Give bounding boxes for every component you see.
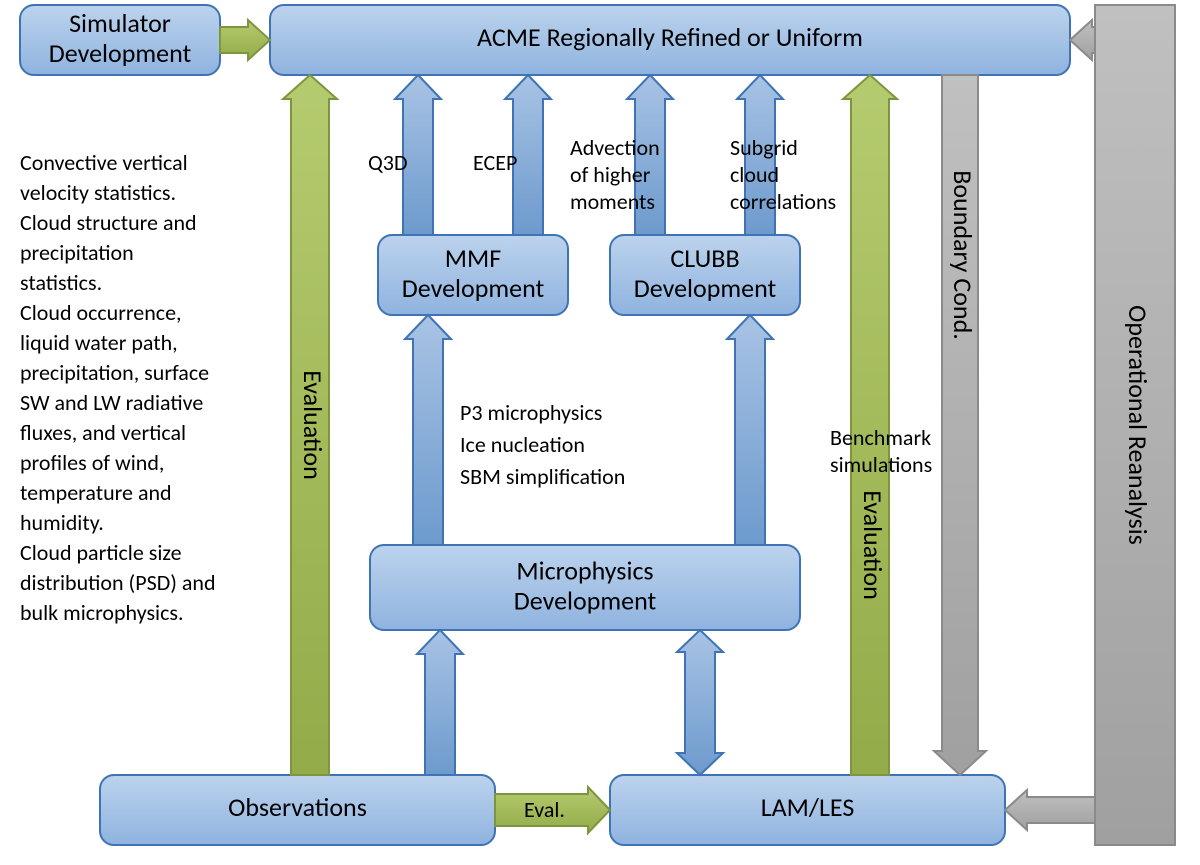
side-text-line: precipitation, surface xyxy=(20,359,209,386)
side-text-line: fluxes, and vertical xyxy=(20,419,186,446)
micro-label1: Microphysics xyxy=(516,555,653,587)
evaluation-left-label: Evaluation xyxy=(297,370,329,480)
benchmark1: Benchmark xyxy=(830,424,931,451)
acme-label: ACME Regionally Refined or Uniform xyxy=(477,21,863,53)
side-text-line: profiles of wind, xyxy=(20,449,164,476)
ice-label: Ice nucleation xyxy=(460,431,585,458)
eval-label: Eval. xyxy=(524,796,565,823)
side-text-line: statistics. xyxy=(20,269,102,296)
subgrid1: Subgrid xyxy=(730,134,798,161)
boundary-cond-label: Boundary Cond. xyxy=(947,170,979,340)
side-text-line: Cloud particle size xyxy=(20,539,182,566)
p3-label: P3 microphysics xyxy=(460,399,602,426)
evaluation-right-label: Evaluation xyxy=(857,490,889,600)
side-text-line: humidity. xyxy=(20,509,104,536)
obs-label: Observations xyxy=(228,791,367,823)
simDev-label1: Simulator xyxy=(69,7,171,39)
advection1: Advection xyxy=(570,134,660,161)
sbm-label: SBM simplification xyxy=(460,463,625,490)
side-text-line: Cloud structure and xyxy=(20,209,197,236)
clubb-label1: CLUBB xyxy=(670,242,739,274)
advection2: of higher xyxy=(570,161,651,188)
side-text-line: velocity statistics. xyxy=(20,179,176,206)
benchmark2: simulations xyxy=(830,451,932,478)
side-text-line: Cloud occurrence, xyxy=(20,299,182,326)
side-text-line: liquid water path, xyxy=(20,329,178,356)
mmf-label2: Development xyxy=(402,272,545,304)
clubb-label2: Development xyxy=(634,272,777,304)
side-text-line: precipitation xyxy=(20,239,134,266)
subgrid3: correlations xyxy=(730,188,836,215)
advection3: moments xyxy=(570,188,655,215)
side-text-line: distribution (PSD) and xyxy=(20,569,216,596)
side-text-line: bulk microphysics. xyxy=(20,599,184,626)
simDev-label2: Development xyxy=(49,37,192,69)
subgrid2: cloud xyxy=(730,161,779,188)
mmf-label1: MMF xyxy=(445,242,501,274)
side-text-line: SW and LW radiative xyxy=(20,389,203,416)
q3d-label: Q3D xyxy=(368,149,408,176)
micro-label2: Development xyxy=(514,585,657,617)
lamles-label: LAM/LES xyxy=(761,791,855,823)
side-text-line: temperature and xyxy=(20,479,172,506)
operational-reanalysis-label: Operational Reanalysis xyxy=(1122,305,1154,545)
ecep-label: ECEP xyxy=(473,149,517,176)
side-text-line: Convective vertical xyxy=(20,149,188,176)
